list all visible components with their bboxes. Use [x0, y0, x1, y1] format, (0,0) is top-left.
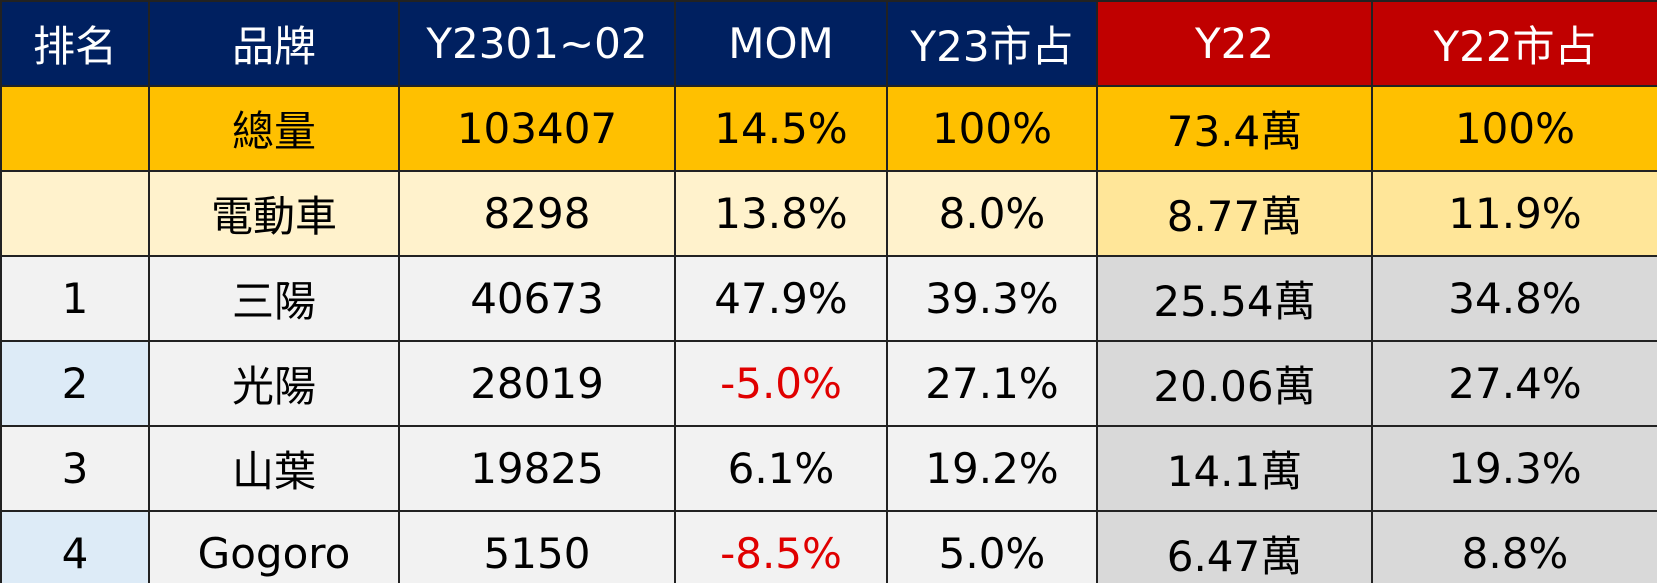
- table-row: 1 三陽 40673 47.9% 39.3% 25.54萬 34.8%: [0, 255, 1657, 342]
- table-cell: 2: [0, 340, 150, 427]
- table-cell: 三陽: [148, 255, 400, 342]
- table-cell: 11.9%: [1371, 170, 1657, 257]
- table-cell: 20.06萬: [1096, 340, 1373, 427]
- table-body: 總量 103407 14.5% 100% 73.4萬 100% 電動車 8298 13.8% 8.…: [0, 85, 1657, 583]
- header-cell: Y2301~02: [398, 0, 676, 87]
- header-row: 排名 品牌 Y2301~02 MOM Y23市占 Y22 Y22市占: [0, 0, 1657, 87]
- table-row: 3 山葉 19825 6.1% 19.2% 14.1萬 19.3%: [0, 425, 1657, 512]
- table-row: 2 光陽 28019 -5.0% 27.1% 20.06萬 27.4%: [0, 340, 1657, 427]
- table-row: 4 Gogoro 5150 -8.5% 5.0% 6.47萬 8.8%: [0, 510, 1657, 583]
- table-cell: 39.3%: [886, 255, 1098, 342]
- table-cell: 100%: [886, 85, 1098, 172]
- header-cell: 排名: [0, 0, 150, 87]
- table-cell: 27.4%: [1371, 340, 1657, 427]
- header-cell: Y23市占: [886, 0, 1098, 87]
- table-cell: [0, 85, 150, 172]
- header-cell: Y22市占: [1371, 0, 1657, 87]
- table-cell: 25.54萬: [1096, 255, 1373, 342]
- table-cell: -5.0%: [674, 340, 888, 427]
- table-cell: 19.2%: [886, 425, 1098, 512]
- table-cell: 100%: [1371, 85, 1657, 172]
- header-cell: Y22: [1096, 0, 1373, 87]
- table-cell: 28019: [398, 340, 676, 427]
- table-row: 電動車 8298 13.8% 8.0% 8.77萬 11.9%: [0, 170, 1657, 257]
- table-cell: 73.4萬: [1096, 85, 1373, 172]
- table-cell: 光陽: [148, 340, 400, 427]
- table-cell: 14.5%: [674, 85, 888, 172]
- table-cell: 8.0%: [886, 170, 1098, 257]
- header-cell: MOM: [674, 0, 888, 87]
- table-cell: 19825: [398, 425, 676, 512]
- table-cell: 山葉: [148, 425, 400, 512]
- table-cell: 47.9%: [674, 255, 888, 342]
- table-cell: 8298: [398, 170, 676, 257]
- table-cell: 27.1%: [886, 340, 1098, 427]
- header-cell: 品牌: [148, 0, 400, 87]
- table-cell: 13.8%: [674, 170, 888, 257]
- table-cell: -8.5%: [674, 510, 888, 583]
- table-cell: Gogoro: [148, 510, 400, 583]
- table-cell: 電動車: [148, 170, 400, 257]
- table-cell: 6.47萬: [1096, 510, 1373, 583]
- table-cell: 3: [0, 425, 150, 512]
- table-cell: 34.8%: [1371, 255, 1657, 342]
- table-cell: 103407: [398, 85, 676, 172]
- table-cell: 5.0%: [886, 510, 1098, 583]
- table-cell: [0, 170, 150, 257]
- table-cell: 5150: [398, 510, 676, 583]
- table-cell: 1: [0, 255, 150, 342]
- table-cell: 8.8%: [1371, 510, 1657, 583]
- table-cell: 19.3%: [1371, 425, 1657, 512]
- table-cell: 總量: [148, 85, 400, 172]
- table-cell: 4: [0, 510, 150, 583]
- table-cell: 6.1%: [674, 425, 888, 512]
- table-cell: 14.1萬: [1096, 425, 1373, 512]
- table-cell: 40673: [398, 255, 676, 342]
- table-row: 總量 103407 14.5% 100% 73.4萬 100%: [0, 85, 1657, 172]
- table-cell: 8.77萬: [1096, 170, 1373, 257]
